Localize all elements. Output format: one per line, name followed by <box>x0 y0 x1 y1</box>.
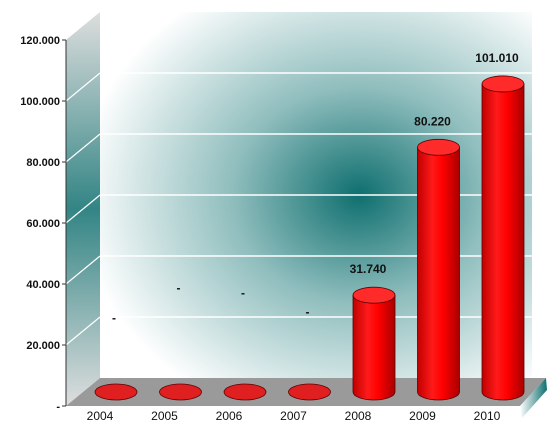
y-tick-label: 80.000 <box>26 157 60 169</box>
bar-2006 <box>223 383 267 401</box>
bar-top <box>352 286 396 304</box>
y-tick-label: 60.000 <box>26 218 60 230</box>
y-tick-label: 100.000 <box>20 96 60 108</box>
bar-top <box>288 383 331 401</box>
data-label: 80.220 <box>414 114 451 128</box>
bar-top <box>417 138 460 156</box>
y-tick-label: 40.000 <box>26 279 60 291</box>
bar-top <box>223 383 267 401</box>
bar-2004 <box>94 383 138 401</box>
bars <box>94 75 525 401</box>
bar-2007 <box>288 383 331 401</box>
bar-2010 <box>481 75 525 401</box>
x-tick-label: 2005 <box>151 409 178 423</box>
data-label: - <box>177 281 181 295</box>
bar-body <box>481 83 525 401</box>
bar-2009 <box>417 138 460 401</box>
y-tick-label: 120.000 <box>20 35 60 47</box>
y-tick-label: - <box>56 401 60 413</box>
x-tick-labels: 2004 2005 2006 2007 2008 2009 2010 <box>87 409 501 423</box>
bar-body <box>352 294 396 401</box>
data-label: - <box>241 286 245 300</box>
gridline-side <box>65 255 101 285</box>
bar-body <box>417 146 460 401</box>
x-tick-label: 2010 <box>474 409 501 423</box>
floor-front-edge <box>520 378 547 418</box>
bar-2008 <box>352 286 396 401</box>
gridline-side <box>65 194 101 224</box>
data-label: 101.010 <box>475 51 519 65</box>
x-tick-label: 2009 <box>409 409 436 423</box>
data-label: - <box>112 311 116 325</box>
data-label: - <box>306 305 310 319</box>
y-tick-labels: - 20.000 40.000 60.000 80.000 100.000 120.000 <box>20 35 66 413</box>
data-label: 31.740 <box>350 262 387 276</box>
y-tick-label: 20.000 <box>26 340 60 352</box>
bar-top <box>94 383 138 401</box>
bar-2005 <box>159 383 202 401</box>
bar-top <box>481 75 525 93</box>
x-tick-label: 2004 <box>87 409 114 423</box>
bar-top <box>159 383 202 401</box>
gridline-side <box>65 72 101 102</box>
gridline-side <box>65 133 101 163</box>
data-labels: - - - - 31.740 80.220 101.010 <box>112 51 519 325</box>
gridlines <box>65 72 532 346</box>
x-tick-label: 2007 <box>280 409 307 423</box>
gridline-side <box>65 316 101 346</box>
x-tick-label: 2006 <box>216 409 243 423</box>
x-tick-label: 2008 <box>345 409 372 423</box>
